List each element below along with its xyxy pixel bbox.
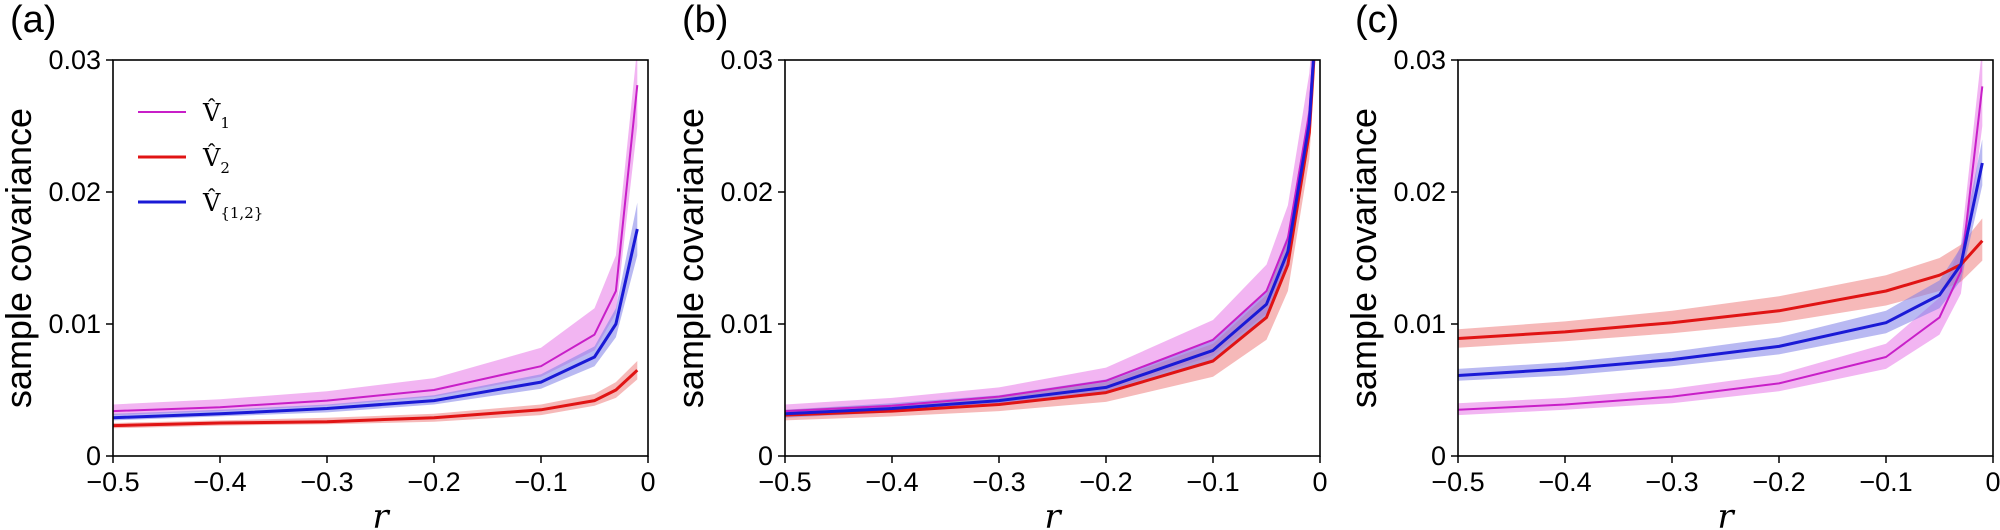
y-axis-title: sample covariance [1343,108,1384,408]
y-tick-label: 0.01 [1393,309,1446,339]
mean-line-series-3 [1458,162,1984,377]
x-tick-label: −0.3 [300,467,353,497]
y-tick-label: 0.01 [720,309,773,339]
panel-b: −0.5 −0.4 −0.3 −0.2 −0.1 0 0 0.01 0.02 0.03 r sampl… [670,0,1328,530]
x-tick-label: −0.4 [193,467,246,497]
y-axis-title: sample covariance [670,108,711,408]
x-axis-title: r [1717,497,1735,530]
legend-label-series-1: V̂1 [202,99,230,132]
mean-line-series-2 [785,60,1316,417]
x-tick-label: −0.2 [1079,467,1132,497]
legend: V̂1V̂2V̂{1,2} [138,99,263,222]
panel-a: −0.5 −0.4 −0.3 −0.2 −0.1 0 0 0.01 0.02 0.03 r sampl… [0,0,656,530]
y-tick-label: 0.03 [1393,45,1446,75]
y-tick-label: 0 [86,441,101,471]
x-tick-label: −0.4 [865,467,918,497]
axes-frame [784,59,1321,457]
x-tick-label: −0.3 [1645,467,1698,497]
x-tick-label: −0.1 [514,467,567,497]
y-tick-label: 0.01 [48,309,101,339]
x-tick-label: −0.2 [407,467,460,497]
y-tick-label: 0.03 [720,45,773,75]
panel-label: (b) [682,0,728,41]
mean-line-series-1 [1458,86,1984,411]
confidence-band-series-3 [1458,139,1983,381]
y-tick-label: 0.02 [48,177,101,207]
x-tick-label: −0.1 [1859,467,1912,497]
axes-frame [1457,59,1994,457]
x-tick-label: −0.1 [1186,467,1239,497]
legend-label-subscript: {1,2} [220,204,263,222]
panel-label: (c) [1355,0,1399,41]
legend-label-main: V̂ [202,144,221,172]
x-tick-label: 0 [640,467,655,497]
panel-label: (a) [10,0,56,41]
mean-line-series-1 [785,60,1314,413]
legend-label-main: V̂ [202,189,221,217]
plot-area [1458,60,1984,416]
y-tick-label: 0.02 [1393,177,1446,207]
plot-area [785,60,1316,421]
x-axis-title: r [372,497,390,530]
legend-label-main: V̂ [202,99,221,127]
x-tick-label: −0.3 [972,467,1025,497]
mean-line-series-2 [113,369,639,428]
x-tick-label: 0 [1985,467,2000,497]
confidence-band-series-2 [1458,218,1983,348]
x-tick-label: −0.2 [1752,467,1805,497]
legend-label-subscript: 1 [220,114,230,132]
x-tick-label: −0.4 [1538,467,1591,497]
plot-area [113,60,639,429]
x-tick-label: 0 [1312,467,1327,497]
y-tick-label: 0 [758,441,773,471]
mean-line-series-1 [113,84,639,413]
legend-label-subscript: 2 [220,159,230,177]
panel-c: −0.5 −0.4 −0.3 −0.2 −0.1 0 0 0.01 0.02 0.03 r sampl… [1343,0,2000,530]
x-tick-label: −0.5 [1431,467,1484,497]
confidence-band-series-2 [785,60,1315,421]
legend-label-series-2: V̂2 [202,144,230,177]
mean-line-series-3 [113,228,639,420]
mean-line-series-2 [1458,239,1984,340]
x-tick-label: −0.5 [758,467,811,497]
y-tick-label: 0.02 [720,177,773,207]
axes-frame [112,59,649,457]
confidence-band-series-1 [113,60,638,416]
y-tick-label: 0.03 [48,45,101,75]
x-tick-label: −0.5 [86,467,139,497]
legend-label-series-3: V̂{1,2} [202,189,263,222]
x-axis-title: r [1044,497,1062,530]
y-tick-label: 0 [1431,441,1446,471]
y-axis-title: sample covariance [0,108,39,408]
mean-line-series-3 [785,60,1315,416]
